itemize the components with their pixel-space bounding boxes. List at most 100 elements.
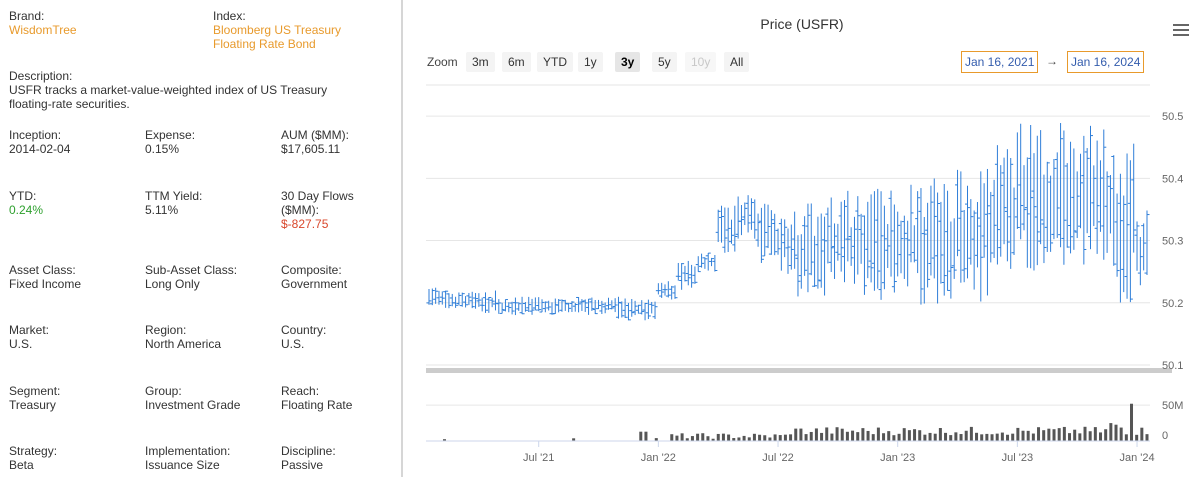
volume-bar: [716, 433, 720, 441]
volume-bar: [825, 427, 829, 441]
strategy-label: Strategy:: [9, 444, 58, 458]
ttm-yield-field: TTM Yield: 5.11%: [145, 189, 202, 217]
volume-bar: [1031, 433, 1035, 441]
volume-bar: [696, 433, 700, 441]
description-line1: USFR tracks a market-value-weighted inde…: [9, 83, 328, 97]
reach-label: Reach:: [281, 384, 320, 398]
volume-bar: [727, 434, 731, 441]
ytd-field: YTD: 0.24%: [9, 189, 43, 217]
volume-bar: [1026, 430, 1030, 441]
volume-bar: [809, 431, 813, 441]
volume-bar: [701, 433, 705, 441]
volume-bar: [820, 432, 824, 441]
volume-tick-label: 0: [1162, 430, 1168, 442]
volume-bar: [747, 437, 751, 441]
volume-bar: [814, 428, 818, 441]
volume-bar: [742, 435, 746, 441]
volume-bar: [835, 427, 839, 441]
zoom-6m-button[interactable]: 6m: [502, 52, 531, 72]
volume-bar: [1062, 426, 1066, 441]
market-label: Market:: [9, 323, 50, 337]
composite-value: Government: [281, 277, 348, 291]
inception-value: 2014-02-04: [9, 142, 71, 156]
sub-asset-class-label: Sub-Asset Class:: [145, 263, 238, 277]
navigator-bar: [426, 368, 1172, 373]
market-value: U.S.: [9, 337, 33, 351]
volume-bar: [995, 433, 999, 441]
asset-class-field: Asset Class: Fixed Income: [9, 263, 81, 291]
discipline-value: Passive: [281, 458, 324, 472]
zoom-3m-button[interactable]: 3m: [466, 52, 495, 72]
volume-bar: [721, 433, 725, 441]
price-series: [426, 123, 1150, 321]
range-from-date-input[interactable]: Jan 16, 2021: [961, 51, 1039, 73]
volume-bar: [711, 438, 715, 441]
volume-bar: [876, 427, 880, 441]
inception-label: Inception:: [9, 128, 62, 142]
volume-bar: [933, 433, 937, 441]
volume-bar: [794, 428, 798, 441]
volume-bar: [1130, 403, 1134, 441]
expense-value: 0.15%: [145, 142, 180, 156]
volume-bar: [918, 430, 922, 441]
volume-bar: [1006, 434, 1010, 441]
volume-bar: [768, 437, 772, 441]
fund-details-panel: Brand: WisdomTree Index: Bloomberg US Tr…: [0, 0, 400, 477]
index-field: Index: Bloomberg US Treasury Floating Ra…: [213, 9, 341, 51]
flows-label-line1: 30 Day Flows: [281, 189, 354, 203]
zoom-5y-button[interactable]: 5y: [652, 52, 677, 72]
expense-field: Expense: 0.15%: [145, 128, 195, 156]
volume-bar: [1047, 428, 1051, 441]
region-field: Region: North America: [145, 323, 221, 351]
zoom-3y-button[interactable]: 3y: [615, 52, 641, 72]
y-tick-label: 50.4: [1162, 173, 1183, 185]
strategy-field: Strategy: Beta: [9, 444, 57, 472]
zoom-all-button[interactable]: All: [724, 52, 750, 72]
brand-value[interactable]: WisdomTree: [9, 23, 77, 37]
volume-bar: [959, 434, 963, 441]
volume-tick-label: 50M: [1162, 400, 1183, 412]
chart-axes: 50.1 50.2 50.3 50.4 50.5 50M 0 Jul '21 Jan '22 Ju…: [426, 111, 1183, 464]
flows-value: $-827.75: [281, 217, 329, 231]
volume-bar: [706, 436, 710, 441]
ytd-label: YTD:: [9, 189, 37, 203]
volume-bar: [1135, 434, 1139, 441]
range-to-date-input[interactable]: Jan 16, 2024: [1067, 51, 1145, 73]
aum-value: $17,605.11: [281, 142, 341, 156]
volume-bar: [732, 438, 736, 441]
market-field: Market: U.S.: [9, 323, 49, 351]
volume-bar: [789, 434, 793, 441]
volume-bar: [680, 433, 684, 441]
volume-bar: [442, 439, 446, 441]
zoom-10y-button[interactable]: 10y: [685, 52, 717, 72]
index-value-line2[interactable]: Floating Rate Bond: [213, 37, 316, 51]
asset-class-value: Fixed Income: [9, 277, 82, 291]
hamburger-menu-icon[interactable]: [1173, 24, 1189, 38]
expense-label: Expense:: [145, 128, 196, 142]
volume-bar: [913, 429, 917, 441]
volume-bar: [1042, 430, 1046, 441]
brand-label: Brand:: [9, 9, 45, 23]
volume-bar: [1088, 431, 1092, 441]
zoom-ytd-button[interactable]: YTD: [537, 52, 573, 72]
y-tick-label: 50.1: [1162, 360, 1183, 372]
volume-bar: [938, 428, 942, 441]
aum-field: AUM ($MM): $17,605.11: [281, 128, 349, 156]
volume-bar: [928, 432, 932, 441]
volume-bar: [752, 433, 756, 441]
zoom-1y-button[interactable]: 1y: [578, 52, 603, 72]
volume-bar: [1073, 429, 1077, 441]
volume-bar: [1016, 427, 1020, 441]
price-chart-panel: Price (USFR) Zoom 3m 6m YTD 1y 3y 5y 10y…: [404, 0, 1200, 477]
volume-bar: [758, 434, 762, 441]
volume-bar: [861, 428, 865, 441]
volume-bar: [1109, 423, 1113, 441]
volume-bar: [685, 438, 689, 441]
volume-bar: [1021, 430, 1025, 441]
discipline-field: Discipline: Passive: [281, 444, 336, 472]
index-value-line1[interactable]: Bloomberg US Treasury: [213, 23, 342, 37]
segment-field: Segment: Treasury: [9, 384, 60, 412]
volume-bar: [1000, 432, 1004, 441]
volume-bar: [975, 432, 979, 441]
volume-bar: [830, 433, 834, 441]
